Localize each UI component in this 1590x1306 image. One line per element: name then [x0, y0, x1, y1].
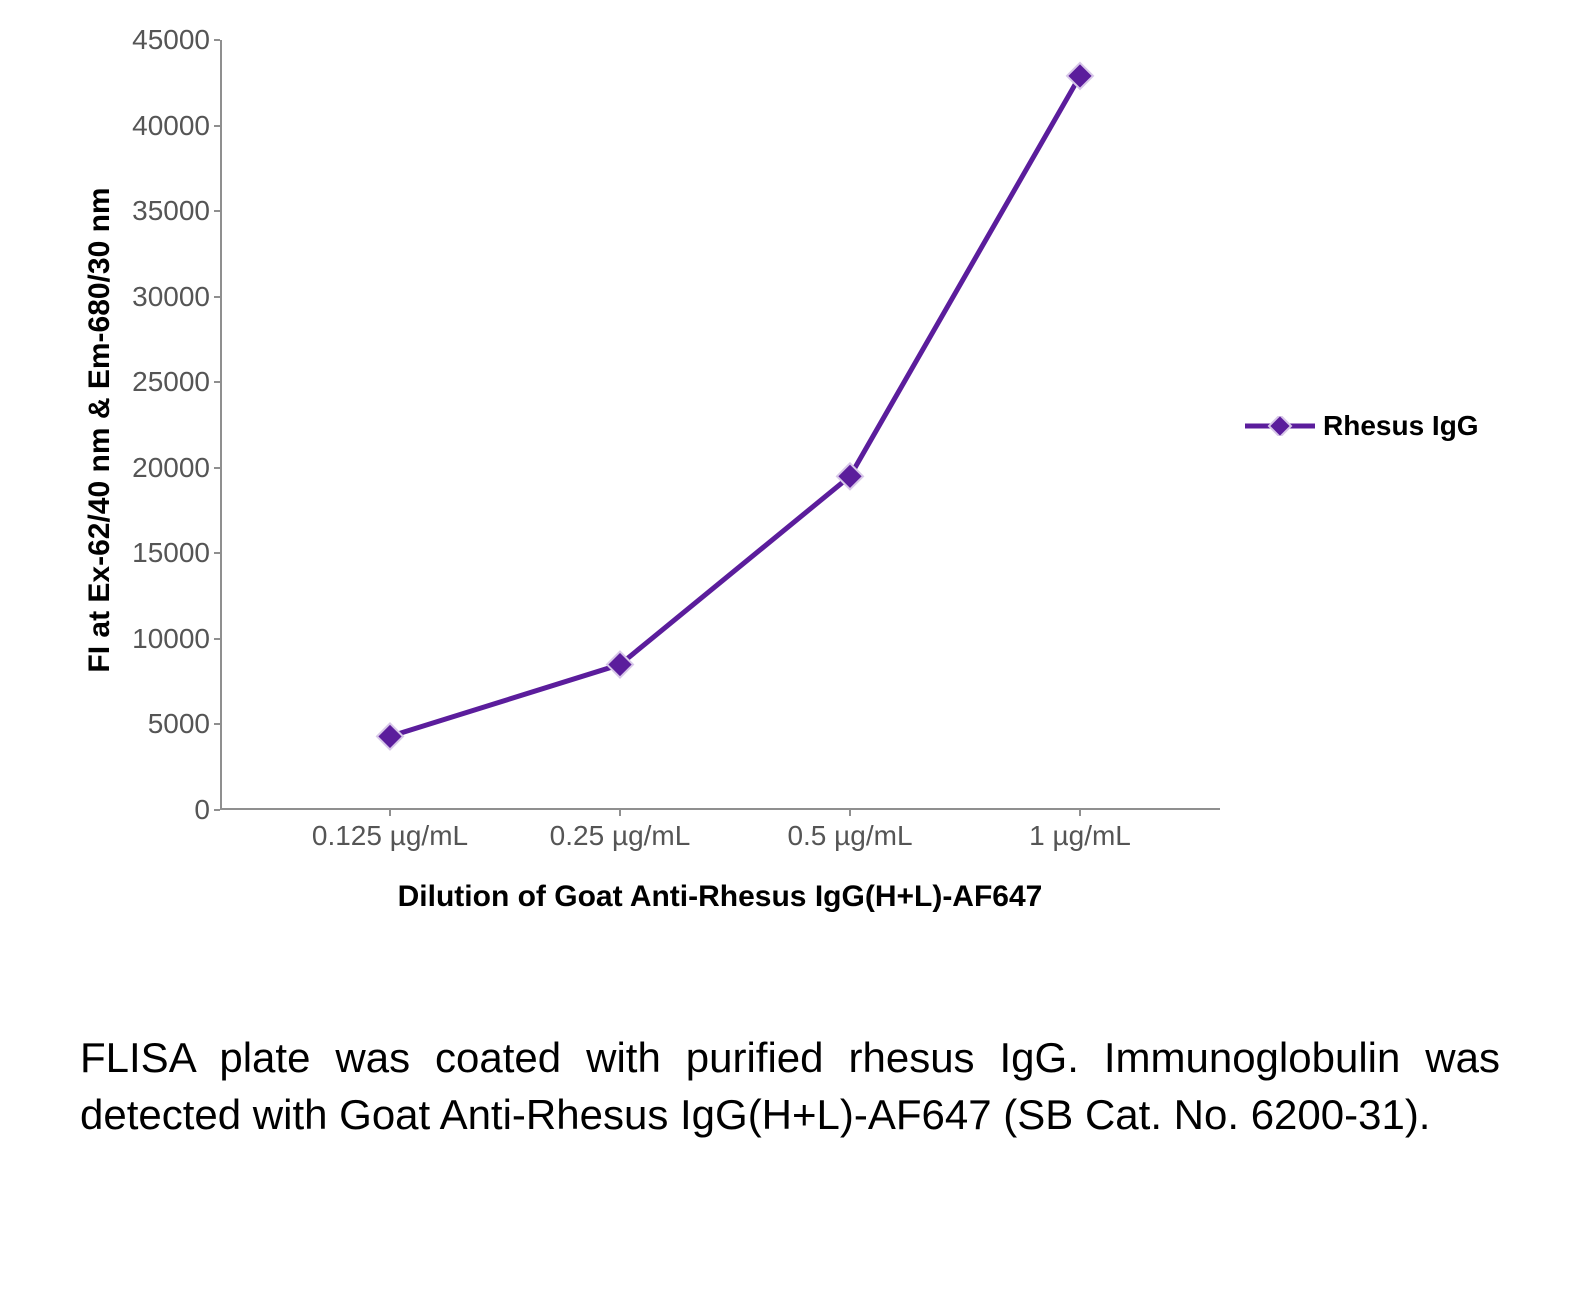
x-tick-label: 0.5 µg/mL [787, 820, 912, 852]
legend-marker [1245, 424, 1315, 429]
x-tick-mark [619, 810, 621, 816]
legend-label: Rhesus IgG [1323, 410, 1479, 442]
x-tick-label: 0.125 µg/mL [312, 820, 468, 852]
data-point-marker [1067, 63, 1093, 89]
data-line [390, 76, 1080, 736]
line-chart-svg [220, 40, 1220, 810]
x-tick-mark [389, 810, 391, 816]
y-tick-label: 40000 [110, 110, 210, 142]
x-tick-mark [849, 810, 851, 816]
plot-region: 0500010000150002000025000300003500040000… [220, 30, 1220, 900]
chart-area: FI at Ex-62/40 nm & Em-680/30 nm 0500010… [80, 30, 1510, 980]
data-point-marker [377, 723, 403, 749]
y-tick-label: 5000 [110, 708, 210, 740]
y-tick-label: 45000 [110, 24, 210, 56]
y-tick-label: 20000 [110, 452, 210, 484]
figure-caption: FLISA plate was coated with purified rhe… [80, 1030, 1500, 1143]
x-tick-label: 1 µg/mL [1029, 820, 1131, 852]
data-markers [377, 63, 1093, 749]
y-tick-label: 15000 [110, 537, 210, 569]
y-tick-label: 30000 [110, 281, 210, 313]
y-tick-label: 10000 [110, 623, 210, 655]
y-tick-label: 25000 [110, 366, 210, 398]
legend-diamond-icon [1269, 416, 1291, 436]
x-tick-mark [1079, 810, 1081, 816]
y-axis-label: FI at Ex-62/40 nm & Em-680/30 nm [83, 187, 117, 672]
legend: Rhesus IgG [1245, 410, 1479, 442]
x-axis-label: Dilution of Goat Anti-Rhesus IgG(H+L)-AF… [398, 880, 1043, 914]
y-tick-label: 35000 [110, 195, 210, 227]
y-tick-label: 0 [110, 794, 210, 826]
figure-container: FI at Ex-62/40 nm & Em-680/30 nm 0500010… [0, 0, 1590, 1306]
x-tick-label: 0.25 µg/mL [550, 820, 691, 852]
